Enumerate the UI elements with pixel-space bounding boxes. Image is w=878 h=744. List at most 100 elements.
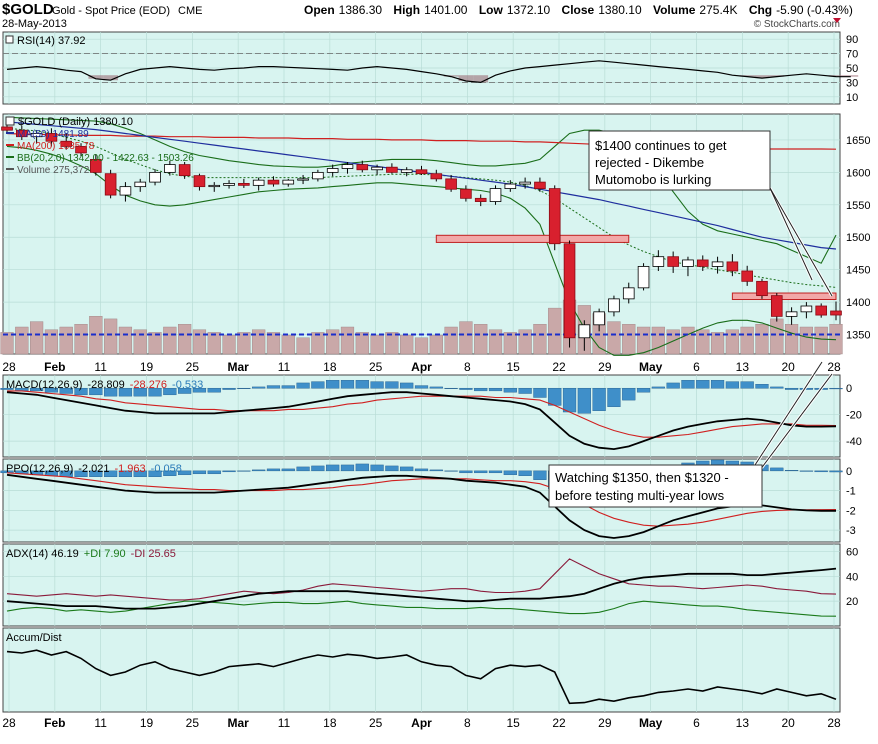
x-tick-label: 28 [2,716,16,730]
legend-entry: -28.809 [87,379,124,391]
candle [830,310,842,316]
candle [238,183,250,186]
adx-panel: 60 40 20 ADX(14) 46.19 +DI 7.90 -DI 25.65 [2,543,858,627]
y-tick-label: 1350 [846,330,870,342]
ppo-histogram-bar [326,464,340,472]
candle [282,179,295,185]
y-tick-label: 60 [846,546,858,558]
arrow-line [754,361,823,466]
volume-bar [207,332,221,355]
volume-bar [666,329,680,355]
x-tick-label: 6 [693,360,700,374]
rsi-oversold-fill [88,75,104,79]
volume-bar [814,326,828,355]
x-tick-label: 20 [781,716,795,730]
candle [460,188,472,199]
price-legend: MA(200) 1635.78 [17,141,95,152]
price-legend: MA(50) 1481.89 [17,129,89,140]
candle [519,181,531,185]
legend: MACD(12,26,9) -28.809 -28.276 -0.533 [6,379,203,391]
volume-bar [237,332,251,355]
ppo-histogram-bar [385,465,399,472]
volume-bar [636,326,651,355]
ppo-histogram-bar [133,470,147,477]
volume-bar [622,324,636,355]
macd-histogram-bar [44,388,59,393]
volume-bar [681,326,695,355]
volume-bar [444,326,458,355]
candle [415,169,428,175]
annotation-box-1350: Watching $1350, then $1320 - before test… [548,464,763,508]
volume-bar [15,326,29,355]
macd-histogram-bar [133,388,147,397]
x-tick-label: 11 [94,360,107,374]
rsi-oversold-fill [443,75,459,77]
annotation-box-1400: $1400 continues to get rejected - Dikemb… [588,130,771,191]
ppo-histogram-bar [192,470,207,475]
legend-entry: -2.021 [78,463,109,475]
macd-histogram-bar [163,388,177,396]
ohlc-stats: Open 1386.30 High 1401.00 Low 1372.10 Close… [304,3,853,17]
volume-bar [799,326,813,355]
volume-bar [59,326,73,355]
volume-bar [0,332,14,355]
y-tick-label: 1650 [846,135,870,147]
volume-bar [133,329,147,355]
bb-mid-line [6,127,837,288]
x-tick-label: 8 [464,360,471,374]
macd-signal-line [7,390,837,438]
candle [386,166,398,173]
candle [652,256,665,267]
x-tick-label: 11 [278,716,291,730]
candle [474,197,487,202]
volume-bar [474,324,488,355]
volume-bar [459,321,473,355]
macd-histogram-bar [59,388,73,394]
macd-histogram-bar [74,388,88,396]
macd-histogram-bar [622,388,636,401]
macd-histogram-bar [784,388,799,390]
volume-bar [414,337,429,355]
chart-date: 28-May-2013 [2,18,67,30]
minus-di-line [6,558,837,601]
macd-histogram-bar [385,381,399,389]
macd-histogram-bar [355,380,369,389]
macd-histogram-bar [607,388,621,407]
arrow-line [769,187,813,281]
macd-histogram-bar [503,388,517,393]
annotation-line: before testing multi-year lows [555,488,725,503]
macd-histogram-bar [266,385,281,389]
x-tick-label: 15 [506,716,520,730]
y-tick-label: -1 [846,486,856,498]
candle [400,169,413,173]
candle [563,243,576,339]
candle [711,261,724,267]
arrow-line [759,373,833,471]
y-tick-label: 1600 [846,167,870,179]
candle [682,259,694,267]
x-tick-label: 25 [186,716,200,730]
x-tick-label: Feb [44,360,65,374]
volume-bar [311,332,325,355]
candle [16,129,28,138]
annotation-arrows [753,187,834,471]
macd-histogram-bar [311,381,325,389]
symbol-icon [5,116,15,126]
candle [371,166,383,171]
y-tick-label: 1400 [846,297,870,309]
candle [297,178,309,181]
candle [164,164,176,173]
macd-histogram-bar [444,388,458,389]
macd-histogram-bar [340,380,355,389]
x-tick-label: 22 [552,360,566,374]
ppo-histogram-bar [370,464,384,472]
macd-histogram-bar [118,388,133,397]
volume-bar [192,329,207,355]
x-tick-label: 13 [736,716,750,730]
ppo-histogram-bar [503,470,517,476]
y-tick-label: 0 [846,466,852,478]
volume-bar [44,329,59,355]
volume-bar [429,334,443,355]
candle [756,280,768,297]
